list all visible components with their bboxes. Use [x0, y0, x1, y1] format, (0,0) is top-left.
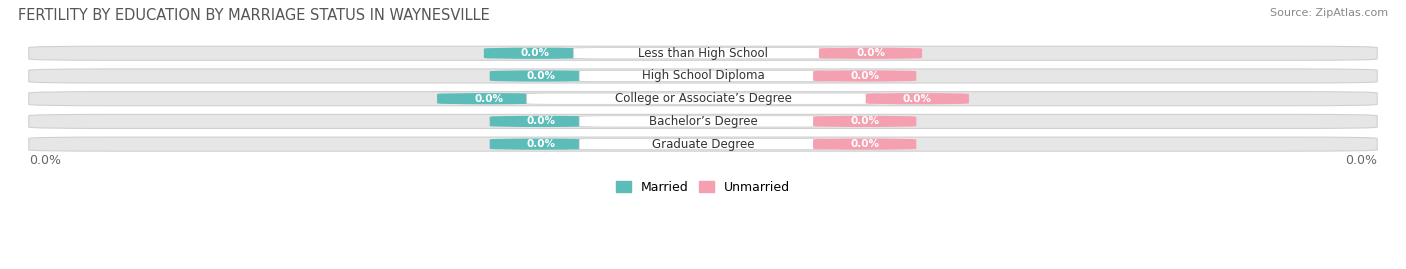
FancyBboxPatch shape	[818, 48, 922, 59]
Text: FERTILITY BY EDUCATION BY MARRIAGE STATUS IN WAYNESVILLE: FERTILITY BY EDUCATION BY MARRIAGE STATU…	[18, 8, 491, 23]
Text: 0.0%: 0.0%	[527, 139, 555, 149]
Text: Less than High School: Less than High School	[638, 47, 768, 60]
FancyBboxPatch shape	[28, 114, 1378, 128]
FancyBboxPatch shape	[574, 48, 832, 59]
Text: 0.0%: 0.0%	[856, 48, 884, 58]
FancyBboxPatch shape	[437, 93, 540, 104]
FancyBboxPatch shape	[489, 139, 593, 150]
FancyBboxPatch shape	[28, 69, 1378, 83]
Text: Graduate Degree: Graduate Degree	[652, 138, 754, 151]
Text: College or Associate’s Degree: College or Associate’s Degree	[614, 92, 792, 105]
Text: 0.0%: 0.0%	[903, 94, 932, 104]
FancyBboxPatch shape	[813, 139, 917, 150]
Text: 0.0%: 0.0%	[474, 94, 503, 104]
Text: 0.0%: 0.0%	[851, 116, 879, 126]
FancyBboxPatch shape	[526, 93, 880, 104]
FancyBboxPatch shape	[866, 93, 969, 104]
FancyBboxPatch shape	[28, 92, 1378, 106]
Text: 0.0%: 0.0%	[851, 71, 879, 81]
Text: 0.0%: 0.0%	[28, 154, 60, 167]
Text: 0.0%: 0.0%	[851, 139, 879, 149]
Text: 0.0%: 0.0%	[527, 116, 555, 126]
FancyBboxPatch shape	[579, 70, 827, 82]
FancyBboxPatch shape	[579, 139, 827, 150]
FancyBboxPatch shape	[813, 116, 917, 127]
Text: 0.0%: 0.0%	[522, 48, 550, 58]
Text: High School Diploma: High School Diploma	[641, 69, 765, 83]
FancyBboxPatch shape	[484, 48, 588, 59]
Legend: Married, Unmarried: Married, Unmarried	[612, 176, 794, 199]
FancyBboxPatch shape	[813, 70, 917, 82]
FancyBboxPatch shape	[28, 137, 1378, 151]
Text: 0.0%: 0.0%	[1346, 154, 1378, 167]
Text: 0.0%: 0.0%	[527, 71, 555, 81]
Text: Bachelor’s Degree: Bachelor’s Degree	[648, 115, 758, 128]
FancyBboxPatch shape	[489, 70, 593, 82]
FancyBboxPatch shape	[579, 116, 827, 127]
Text: Source: ZipAtlas.com: Source: ZipAtlas.com	[1270, 8, 1388, 18]
FancyBboxPatch shape	[28, 46, 1378, 60]
FancyBboxPatch shape	[489, 116, 593, 127]
